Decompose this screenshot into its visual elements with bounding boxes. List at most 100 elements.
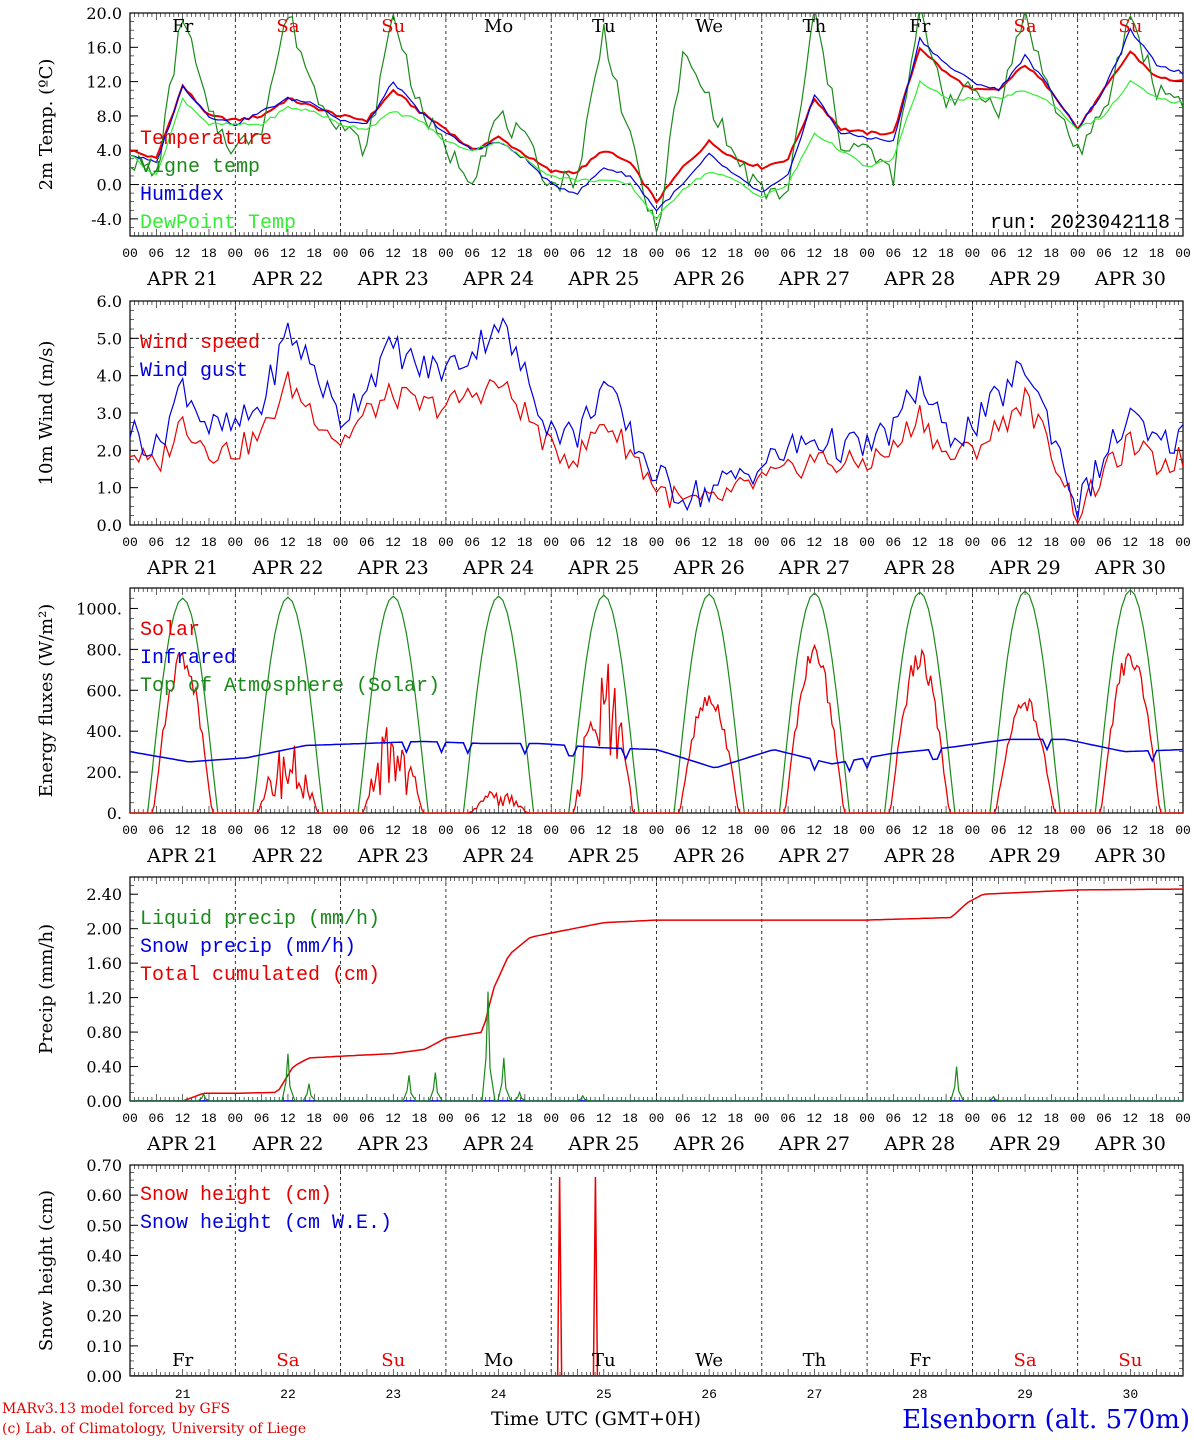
legend-entry: Total cumulated (cm) <box>140 964 380 987</box>
hour-tick-label: 06 <box>991 535 1007 550</box>
hour-tick-label: 12 <box>807 535 823 550</box>
hour-tick-label: 06 <box>464 535 480 550</box>
hour-tick-label: 18 <box>622 1111 638 1126</box>
hour-tick-label: 18 <box>1149 823 1165 838</box>
hour-tick-label: 00 <box>438 1111 454 1126</box>
hour-tick-label: 12 <box>280 246 296 261</box>
hour-tick-label: 06 <box>780 535 796 550</box>
y-tick-label: 0.00 <box>86 1092 122 1111</box>
hour-tick-label: 00 <box>333 823 349 838</box>
hour-tick-label: 00 <box>543 246 559 261</box>
legend-entry: Snow height (cm W.E.) <box>140 1212 392 1235</box>
y-tick-label: 0.40 <box>86 1058 122 1077</box>
hour-tick-label: 00 <box>1175 1111 1191 1126</box>
hour-tick-label: 00 <box>965 535 981 550</box>
y-tick-label: 3.0 <box>97 404 122 423</box>
series-vigne-temp <box>130 13 1183 233</box>
hour-tick-label: 06 <box>359 535 375 550</box>
hour-tick-label: 12 <box>1123 823 1139 838</box>
run-label: run: 2023042118 <box>990 212 1170 235</box>
hour-tick-label: 18 <box>938 823 954 838</box>
hour-tick-label: 12 <box>701 823 717 838</box>
panel-3: 1000. 800. 600. 400. 200. 0. Energy fluxes (W/… <box>36 587 1191 867</box>
hour-tick-label: 00 <box>122 823 138 838</box>
weekday-label: Fr <box>172 1350 193 1371</box>
hour-tick-label: 12 <box>1123 535 1139 550</box>
y-tick-label: 5.0 <box>97 329 122 348</box>
date-label: APR 28 <box>883 557 955 579</box>
snow-height-spike <box>592 1177 599 1376</box>
hour-tick-label: 00 <box>649 246 665 261</box>
y-tick-label: 0.80 <box>86 1023 122 1042</box>
hour-tick-label: 06 <box>254 535 270 550</box>
hour-tick-label: 12 <box>175 535 191 550</box>
hour-tick-label: 18 <box>728 535 744 550</box>
hour-tick-label: 06 <box>254 1111 270 1126</box>
hour-tick-label: 00 <box>333 535 349 550</box>
hour-tick-label: 12 <box>491 823 507 838</box>
hour-tick-label: 00 <box>1070 823 1086 838</box>
hour-tick-label: 18 <box>728 1111 744 1126</box>
hour-tick-label: 00 <box>859 535 875 550</box>
hour-tick-label: 00 <box>1175 535 1191 550</box>
y-tick-label: 16.0 <box>86 38 122 57</box>
series-liquid-precip <box>130 991 1183 1101</box>
hour-tick-label: 12 <box>280 535 296 550</box>
date-label: APR 29 <box>989 845 1061 867</box>
hour-tick-label: 18 <box>412 535 428 550</box>
hour-tick-label: 00 <box>859 246 875 261</box>
hour-tick-label: 06 <box>675 535 691 550</box>
date-label: APR 23 <box>357 1133 429 1155</box>
date-label: APR 24 <box>462 845 534 867</box>
hour-tick-label: 06 <box>1096 535 1112 550</box>
day-number-label: 22 <box>280 1387 296 1402</box>
hour-tick-label: 06 <box>991 246 1007 261</box>
hour-tick-label: 18 <box>1044 1111 1060 1126</box>
hour-tick-label: 12 <box>491 535 507 550</box>
date-label: APR 26 <box>673 845 745 867</box>
hour-tick-label: 06 <box>464 1111 480 1126</box>
weekday-label: Fr <box>909 1350 930 1371</box>
hour-tick-label: 06 <box>254 823 270 838</box>
hour-tick-label: 12 <box>1017 246 1033 261</box>
hour-tick-label: 06 <box>359 246 375 261</box>
hour-tick-label: 18 <box>938 535 954 550</box>
hour-tick-label: 12 <box>491 1111 507 1126</box>
hour-tick-label: 00 <box>333 246 349 261</box>
date-label: APR 27 <box>778 268 850 290</box>
legend-entry: Top of Atmosphere (Solar) <box>140 675 440 698</box>
hour-tick-label: 18 <box>622 246 638 261</box>
hour-tick-label: 00 <box>438 535 454 550</box>
date-label: APR 22 <box>251 1133 323 1155</box>
hour-tick-label: 18 <box>1149 246 1165 261</box>
hour-tick-label: 18 <box>622 823 638 838</box>
hour-tick-label: 18 <box>517 823 533 838</box>
y-tick-label: 0.0 <box>97 516 122 535</box>
hour-tick-label: 18 <box>1044 823 1060 838</box>
date-label: APR 21 <box>146 1133 218 1155</box>
hour-tick-label: 06 <box>1096 246 1112 261</box>
hour-tick-label: 18 <box>938 246 954 261</box>
day-number-label: 24 <box>491 1387 507 1402</box>
date-label: APR 30 <box>1094 845 1166 867</box>
hour-tick-label: 00 <box>754 246 770 261</box>
series-top-of-atmosphere <box>130 589 1183 813</box>
hour-tick-label: 12 <box>807 823 823 838</box>
y-tick-label: 2.40 <box>86 885 122 904</box>
hour-tick-label: 18 <box>1149 535 1165 550</box>
hour-tick-label: 12 <box>912 535 928 550</box>
hour-tick-label: 00 <box>1070 246 1086 261</box>
date-label: APR 30 <box>1094 268 1166 290</box>
hour-tick-label: 06 <box>149 1111 165 1126</box>
date-label: APR 29 <box>989 1133 1061 1155</box>
hour-tick-label: 06 <box>675 246 691 261</box>
hour-tick-label: 00 <box>1175 823 1191 838</box>
y-tick-label: -4.0 <box>91 210 122 229</box>
hour-tick-label: 06 <box>886 1111 902 1126</box>
hour-tick-label: 18 <box>1044 535 1060 550</box>
y-tick-label: 4.0 <box>97 367 122 386</box>
hour-tick-label: 00 <box>859 823 875 838</box>
hour-tick-label: 12 <box>912 823 928 838</box>
hour-tick-label: 00 <box>333 1111 349 1126</box>
y-axis-label: Snow height (cm) <box>36 1190 57 1351</box>
